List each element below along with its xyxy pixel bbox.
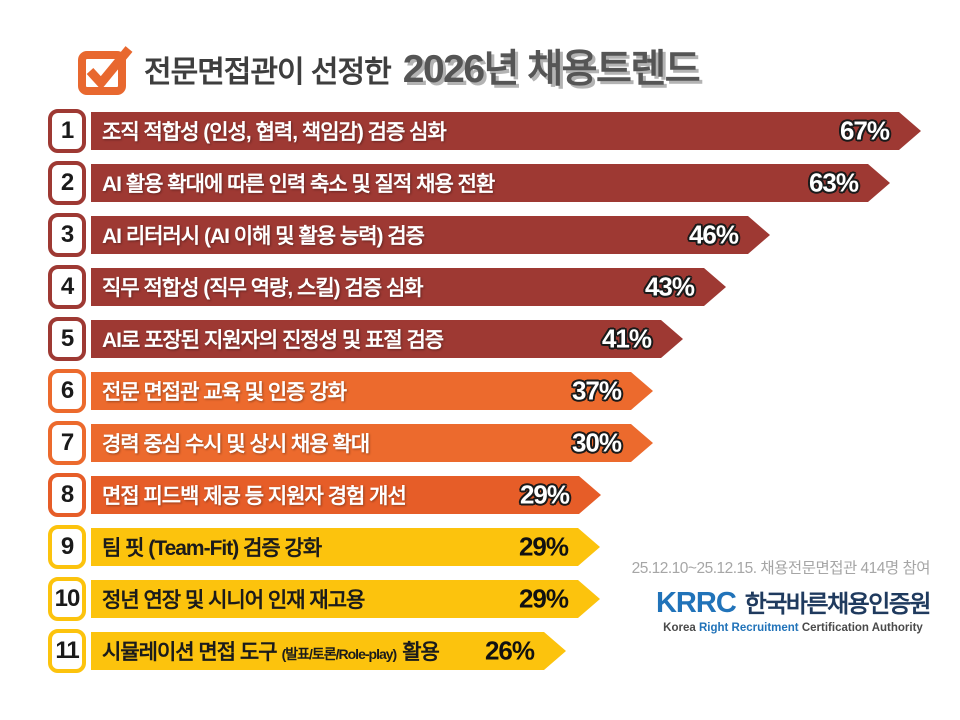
rank-number: 2 bbox=[60, 169, 74, 196]
trend-row: 7 경력 중심 수시 및 상시 채용 확대 30% bbox=[48, 421, 921, 465]
trend-label: AI로 포장된 지원자의 진정성 및 표절 검증 bbox=[91, 324, 443, 354]
trend-label: 시뮬레이션 면접 도구 (발표/토론/Role-play) 활용 bbox=[91, 636, 439, 666]
krrc-logo-abbr: KRRC bbox=[655, 587, 737, 619]
rank-badge: 4 bbox=[48, 265, 86, 309]
rank-badge: 2 bbox=[48, 161, 86, 205]
trend-label-main: AI 활용 확대에 따른 인력 축소 및 질적 채용 전환 bbox=[102, 173, 495, 196]
trend-row: 3 AI 리터러시 (AI 이해 및 활용 능력) 검증 46% bbox=[48, 213, 921, 257]
krrc-logo-en-highlight: Right Recruitment bbox=[698, 622, 799, 634]
rank-badge: 10 bbox=[48, 577, 86, 621]
rank-badge: 8 bbox=[48, 473, 86, 517]
title-highlight: 2026년 채용트렌드 bbox=[402, 48, 701, 91]
trend-label-main: 직무 적합성 (직무 역량, 스킬) 검증 심화 bbox=[102, 277, 423, 300]
trend-label-main: AI로 포장된 지원자의 진정성 및 표절 검증 bbox=[102, 329, 444, 352]
trend-row: 9 팀 핏 (Team-Fit) 검증 강화 29% bbox=[48, 525, 921, 569]
krrc-logo-en-suffix: Certification Authority bbox=[801, 622, 923, 634]
trend-row: 2 AI 활용 확대에 따른 인력 축소 및 질적 채용 전환 63% bbox=[48, 161, 921, 205]
rank-badge: 1 bbox=[48, 109, 86, 153]
trend-value: 30% bbox=[571, 427, 621, 458]
trend-value: 46% bbox=[688, 219, 738, 250]
trend-bar: AI 리터러시 (AI 이해 및 활용 능력) 검증 46% bbox=[91, 216, 770, 254]
rank-number: 11 bbox=[55, 637, 79, 664]
trend-label: 팀 핏 (Team-Fit) 검증 강화 bbox=[91, 532, 321, 562]
trend-bar: 정년 연장 및 시니어 인재 재고용 29% bbox=[91, 580, 600, 618]
trend-bar: 면접 피드백 제공 등 지원자 경험 개선 29% bbox=[91, 476, 601, 514]
trend-row: 6 전문 면접관 교육 및 인증 강화 37% bbox=[48, 369, 921, 413]
checkbox-check-icon bbox=[78, 46, 133, 95]
trend-value: 29% bbox=[518, 531, 568, 562]
trend-row: 10 정년 연장 및 시니어 인재 재고용 29% bbox=[48, 577, 921, 621]
rank-number: 10 bbox=[54, 585, 81, 612]
trend-value: 43% bbox=[644, 271, 694, 302]
rank-number: 6 bbox=[60, 377, 74, 404]
trend-label-main: 경력 중심 수시 및 상시 채용 확대 bbox=[102, 433, 370, 456]
trend-label-main: AI 리터러시 (AI 이해 및 활용 능력) 검증 bbox=[102, 225, 424, 248]
rank-badge: 6 bbox=[48, 369, 86, 413]
trend-label: AI 리터러시 (AI 이해 및 활용 능력) 검증 bbox=[91, 220, 424, 250]
krrc-logo-line1: KRRC 한국바른채용인증원 bbox=[655, 584, 932, 620]
trend-value: 41% bbox=[601, 323, 651, 354]
trend-value: 67% bbox=[839, 115, 889, 146]
krrc-logo-en-prefix: Korea bbox=[663, 622, 696, 634]
trend-label-main: 전문 면접관 교육 및 인증 강화 bbox=[102, 381, 347, 404]
trend-label: AI 활용 확대에 따른 인력 축소 및 질적 채용 전환 bbox=[91, 168, 494, 198]
trend-label-small: (발표/토론/Role-play) bbox=[281, 646, 397, 662]
rank-number: 5 bbox=[60, 325, 74, 352]
trend-bar: 직무 적합성 (직무 역량, 스킬) 검증 심화 43% bbox=[91, 268, 726, 306]
page-title: 전문면접관이 선정한 2026년 채용트렌드 bbox=[144, 38, 701, 94]
trend-label-main: 조직 적합성 (인성, 협력, 책임감) 검증 심화 bbox=[102, 121, 446, 144]
trend-row: 8 면접 피드백 제공 등 지원자 경험 개선 29% bbox=[48, 473, 921, 517]
rank-badge: 5 bbox=[48, 317, 86, 361]
trend-bar: AI 활용 확대에 따른 인력 축소 및 질적 채용 전환 63% bbox=[91, 164, 890, 202]
rank-number: 3 bbox=[60, 221, 74, 248]
trend-label-main: 면접 피드백 제공 등 지원자 경험 개선 bbox=[102, 485, 406, 508]
rank-badge: 11 bbox=[48, 629, 86, 673]
trend-label: 직무 적합성 (직무 역량, 스킬) 검증 심화 bbox=[91, 272, 423, 302]
rank-badge: 7 bbox=[48, 421, 86, 465]
trend-label: 면접 피드백 제공 등 지원자 경험 개선 bbox=[91, 480, 406, 510]
trend-label: 전문 면접관 교육 및 인증 강화 bbox=[91, 376, 346, 406]
trend-label: 정년 연장 및 시니어 인재 재고용 bbox=[91, 584, 364, 614]
krrc-logo: KRRC 한국바른채용인증원 Korea Right Recruitment C… bbox=[655, 584, 932, 634]
trend-label-main: 팀 핏 (Team-Fit) 검증 강화 bbox=[102, 537, 322, 560]
trend-row: 5 AI로 포장된 지원자의 진정성 및 표절 검증 41% bbox=[48, 317, 921, 361]
title-prefix: 전문면접관이 선정한 bbox=[144, 56, 392, 89]
trend-value: 63% bbox=[808, 167, 858, 198]
trend-label-main: 정년 연장 및 시니어 인재 재고용 bbox=[102, 589, 365, 612]
trend-row: 11 시뮬레이션 면접 도구 (발표/토론/Role-play) 활용 26% bbox=[48, 629, 921, 673]
trend-bar: 경력 중심 수시 및 상시 채용 확대 30% bbox=[91, 424, 653, 462]
survey-footnote: 25.12.10~25.12.15. 채용전문면접관 414명 참여 bbox=[631, 560, 931, 577]
trend-bar: 조직 적합성 (인성, 협력, 책임감) 검증 심화 67% bbox=[91, 112, 921, 150]
rank-number: 1 bbox=[60, 117, 74, 144]
trend-label-main: 시뮬레이션 면접 도구 bbox=[102, 641, 277, 664]
krrc-logo-name-kr: 한국바른채용인증원 bbox=[744, 591, 932, 618]
trend-value: 37% bbox=[571, 375, 621, 406]
trend-bar: 시뮬레이션 면접 도구 (발표/토론/Role-play) 활용 26% bbox=[91, 632, 566, 670]
rank-number: 4 bbox=[60, 273, 74, 300]
rank-badge: 9 bbox=[48, 525, 86, 569]
rank-number: 8 bbox=[60, 481, 74, 508]
trend-row: 1 조직 적합성 (인성, 협력, 책임감) 검증 심화 67% bbox=[48, 109, 921, 153]
rank-number: 7 bbox=[60, 429, 74, 456]
header: 전문면접관이 선정한 2026년 채용트렌드 bbox=[76, 36, 701, 96]
krrc-logo-name-en: Korea Right Recruitment Certification Au… bbox=[656, 622, 930, 634]
trend-bar-list: 1 조직 적합성 (인성, 협력, 책임감) 검증 심화 67% 2 AI 활용… bbox=[48, 109, 921, 684]
trend-value: 29% bbox=[518, 583, 568, 614]
rank-number: 9 bbox=[60, 533, 74, 560]
trend-label: 경력 중심 수시 및 상시 채용 확대 bbox=[91, 428, 369, 458]
trend-bar: AI로 포장된 지원자의 진정성 및 표절 검증 41% bbox=[91, 320, 683, 358]
trend-label-suffix: 활용 bbox=[402, 641, 439, 664]
rank-badge: 3 bbox=[48, 213, 86, 257]
trend-bar: 전문 면접관 교육 및 인증 강화 37% bbox=[91, 372, 653, 410]
trend-row: 4 직무 적합성 (직무 역량, 스킬) 검증 심화 43% bbox=[48, 265, 921, 309]
trend-bar: 팀 핏 (Team-Fit) 검증 강화 29% bbox=[91, 528, 600, 566]
trend-value: 26% bbox=[484, 635, 534, 666]
trend-value: 29% bbox=[519, 479, 569, 510]
trend-label: 조직 적합성 (인성, 협력, 책임감) 검증 심화 bbox=[91, 116, 446, 146]
